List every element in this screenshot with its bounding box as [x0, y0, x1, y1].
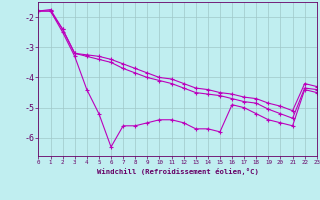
X-axis label: Windchill (Refroidissement éolien,°C): Windchill (Refroidissement éolien,°C): [97, 168, 259, 175]
